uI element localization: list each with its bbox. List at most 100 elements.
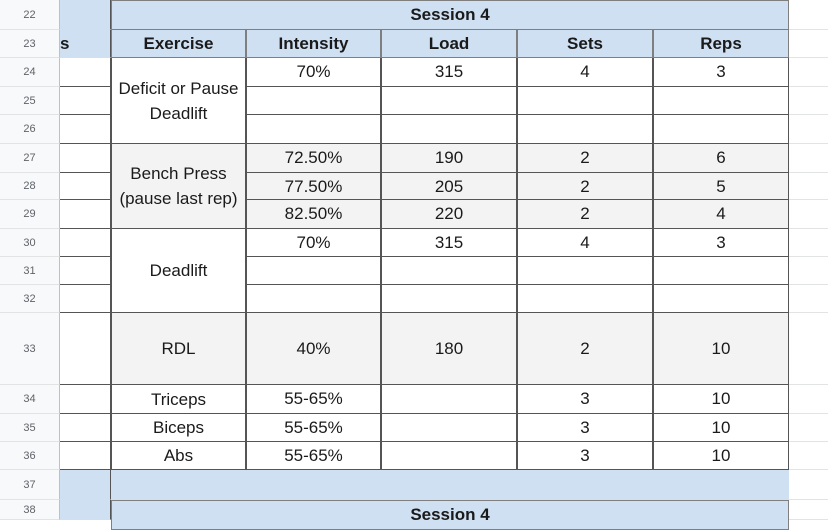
cell-sets[interactable] — [517, 115, 653, 144]
cell-load[interactable] — [381, 87, 517, 115]
row-header-31[interactable]: 31 — [0, 257, 60, 285]
row-header-35[interactable]: 35 — [0, 414, 60, 442]
row-header-25[interactable]: 25 — [0, 87, 60, 115]
cell-sets[interactable] — [517, 87, 653, 115]
cell-col-a-row-33[interactable] — [60, 313, 111, 385]
cell-reps[interactable]: 4 — [653, 200, 789, 229]
cell-load[interactable] — [381, 385, 517, 414]
cell-intensity[interactable]: 55-65% — [246, 414, 381, 442]
cell-load[interactable] — [381, 442, 517, 470]
session-title[interactable]: Session 4 — [111, 0, 789, 30]
cell-sets[interactable] — [517, 257, 653, 285]
exercise-name-cell[interactable]: Triceps — [111, 385, 246, 414]
cell-load[interactable]: 190 — [381, 144, 517, 173]
cell-sets[interactable]: 3 — [517, 414, 653, 442]
column-header-intensity[interactable]: Intensity — [246, 30, 381, 58]
cell-sets[interactable]: 2 — [517, 200, 653, 229]
cell-sets[interactable]: 3 — [517, 442, 653, 470]
row-header-28[interactable]: 28 — [0, 173, 60, 200]
cell-intensity[interactable]: 70% — [246, 58, 381, 87]
cell-intensity[interactable]: 82.50% — [246, 200, 381, 229]
cell-reps[interactable]: 10 — [653, 385, 789, 414]
cell-intensity[interactable] — [246, 285, 381, 313]
header-band-row-37[interactable] — [111, 470, 789, 500]
row-header-26[interactable]: 26 — [0, 115, 60, 144]
row-header-32[interactable]: 32 — [0, 285, 60, 313]
cell-load[interactable]: 315 — [381, 58, 517, 87]
cell-intensity[interactable]: 77.50% — [246, 173, 381, 200]
cell-col-a-row-37[interactable] — [60, 470, 111, 500]
session-title-next[interactable]: Session 4 — [111, 500, 789, 530]
cell-col-a-row-38[interactable] — [60, 500, 111, 520]
exercise-name-cell[interactable]: RDL — [111, 313, 246, 385]
cell-reps[interactable]: 10 — [653, 414, 789, 442]
row-header-27[interactable]: 27 — [0, 144, 60, 173]
cell-col-a-row-24[interactable] — [60, 58, 111, 87]
cell-intensity[interactable]: 72.50% — [246, 144, 381, 173]
cell-intensity[interactable] — [246, 257, 381, 285]
row-header-24[interactable]: 24 — [0, 58, 60, 87]
cell-col-a-row-27[interactable] — [60, 144, 111, 173]
row-header-30[interactable]: 30 — [0, 229, 60, 257]
cell-load[interactable] — [381, 285, 517, 313]
cell-sets[interactable]: 2 — [517, 313, 653, 385]
exercise-name-cell[interactable]: Abs — [111, 442, 246, 470]
cell-reps[interactable] — [653, 115, 789, 144]
cell-col-a-row-34[interactable] — [60, 385, 111, 414]
cell-col-a-row-31[interactable] — [60, 257, 111, 285]
cell-reps[interactable] — [653, 285, 789, 313]
column-header-sets[interactable]: Sets — [517, 30, 653, 58]
cell-reps[interactable]: 5 — [653, 173, 789, 200]
cell-col-a-row-36[interactable] — [60, 442, 111, 470]
cell-col-a-row-30[interactable] — [60, 229, 111, 257]
cell-col-a-row-23[interactable]: s — [60, 30, 111, 58]
row-header-36[interactable]: 36 — [0, 442, 60, 470]
cell-col-a-row-25[interactable] — [60, 87, 111, 115]
cell-reps[interactable]: 10 — [653, 313, 789, 385]
cell-intensity[interactable]: 40% — [246, 313, 381, 385]
cell-intensity[interactable]: 55-65% — [246, 385, 381, 414]
cell-load[interactable] — [381, 414, 517, 442]
cell-reps[interactable]: 6 — [653, 144, 789, 173]
row-header-37[interactable]: 37 — [0, 470, 60, 500]
row-header-29[interactable]: 29 — [0, 200, 60, 229]
row-header-33[interactable]: 33 — [0, 313, 60, 385]
cell-col-a-row-28[interactable] — [60, 173, 111, 200]
cell-sets[interactable]: 4 — [517, 229, 653, 257]
cell-load[interactable]: 315 — [381, 229, 517, 257]
column-header-exercise[interactable]: Exercise — [111, 30, 246, 58]
cell-sets[interactable]: 4 — [517, 58, 653, 87]
cell-col-a-row-29[interactable] — [60, 200, 111, 229]
cell-col-a-row-35[interactable] — [60, 414, 111, 442]
cell-intensity[interactable]: 55-65% — [246, 442, 381, 470]
row-header-23[interactable]: 23 — [0, 30, 60, 58]
cell-reps[interactable] — [653, 87, 789, 115]
cell-reps[interactable] — [653, 257, 789, 285]
exercise-name-cell[interactable]: Deadlift — [111, 229, 246, 313]
cell-load[interactable] — [381, 115, 517, 144]
row-header-34[interactable]: 34 — [0, 385, 60, 414]
cell-sets[interactable] — [517, 285, 653, 313]
cell-load[interactable]: 205 — [381, 173, 517, 200]
cell-load[interactable]: 180 — [381, 313, 517, 385]
exercise-name-cell[interactable]: Bench Press (pause last rep) — [111, 144, 246, 229]
cell-sets[interactable]: 2 — [517, 144, 653, 173]
cell-col-a-row-26[interactable] — [60, 115, 111, 144]
cell-col-a-row-22[interactable] — [60, 0, 111, 30]
column-header-reps[interactable]: Reps — [653, 30, 789, 58]
cell-reps[interactable]: 3 — [653, 58, 789, 87]
cell-intensity[interactable] — [246, 87, 381, 115]
cell-sets[interactable]: 2 — [517, 173, 653, 200]
exercise-name-cell[interactable]: Biceps — [111, 414, 246, 442]
row-header-22[interactable]: 22 — [0, 0, 60, 30]
column-header-load[interactable]: Load — [381, 30, 517, 58]
cell-load[interactable] — [381, 257, 517, 285]
cell-reps[interactable]: 3 — [653, 229, 789, 257]
cell-sets[interactable]: 3 — [517, 385, 653, 414]
cell-load[interactable]: 220 — [381, 200, 517, 229]
row-header-38[interactable]: 38 — [0, 500, 60, 520]
cell-reps[interactable]: 10 — [653, 442, 789, 470]
exercise-name-cell[interactable]: Deficit or Pause Deadlift — [111, 58, 246, 144]
cell-intensity[interactable]: 70% — [246, 229, 381, 257]
